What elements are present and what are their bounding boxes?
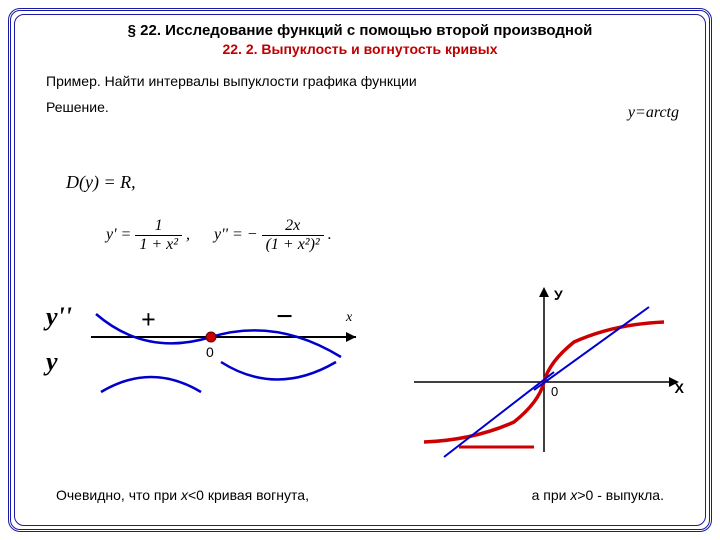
conc-left-text: Очевидно, что при bbox=[56, 487, 181, 503]
y-prime-lhs: y' = bbox=[106, 226, 131, 243]
critical-point bbox=[206, 332, 216, 342]
x-axis-label: Х bbox=[675, 380, 684, 396]
conc-left-x: x bbox=[181, 487, 188, 503]
tangent-left bbox=[444, 372, 554, 457]
comma: , bbox=[186, 226, 210, 243]
sign-line-svg bbox=[46, 302, 386, 412]
conclusion-left: Очевидно, что при x<0 кривая вогнута, bbox=[56, 487, 309, 503]
y-prime-den: 1 + x² bbox=[135, 236, 182, 254]
origin-label: 0 bbox=[551, 384, 558, 399]
content-area: § 22. Исследование функций с помощью вто… bbox=[26, 22, 694, 518]
example-line: Пример. Найти интервалы выпуклости графи… bbox=[46, 73, 694, 89]
conclusion-row: Очевидно, что при x<0 кривая вогнута, а … bbox=[56, 487, 664, 503]
example-text: Пример. Найти интервалы выпуклости графи… bbox=[46, 73, 417, 89]
curve-right-top bbox=[211, 330, 341, 357]
conc-right-text: а при bbox=[532, 487, 571, 503]
conc-left-rest: <0 кривая вогнута, bbox=[188, 487, 309, 503]
arctan-graph: У Х 0 bbox=[404, 282, 684, 462]
y-prime-frac: 1 1 + x² bbox=[135, 217, 182, 254]
arrow-head bbox=[346, 332, 356, 342]
solution-label: Решение. bbox=[46, 99, 694, 115]
equation-derivatives: y' = 1 1 + x² , y'' = − 2x (1 + x²)² . bbox=[106, 217, 332, 254]
y-double-prime-den: (1 + x²)² bbox=[262, 236, 324, 254]
y-axis-label: У bbox=[554, 287, 563, 303]
convex-arc-right bbox=[221, 362, 336, 380]
curve-left-top bbox=[96, 314, 211, 343]
conclusion-right: а при x>0 - выпукла. bbox=[532, 487, 664, 503]
equation-domain: D(y) = R, bbox=[66, 172, 136, 193]
y-double-prime-lhs: y'' = − bbox=[214, 226, 258, 243]
y-prime-num: 1 bbox=[135, 217, 182, 236]
graph-svg bbox=[404, 282, 684, 462]
equation-arctg: y=arctg bbox=[628, 104, 679, 122]
conc-right-rest: >0 - выпукла. bbox=[577, 487, 664, 503]
page-subtitle: 22. 2. Выпуклость и вогнутость кривых bbox=[26, 41, 694, 57]
y-double-prime-num: 2x bbox=[262, 217, 324, 236]
concave-arc-left bbox=[101, 377, 201, 392]
y-double-prime-frac: 2x (1 + x²)² bbox=[262, 217, 324, 254]
y-axis-arrow bbox=[539, 287, 549, 297]
tangent-right bbox=[534, 307, 649, 390]
sign-line-diagram: y'' y + − 0 x bbox=[46, 302, 386, 412]
page-title: § 22. Исследование функций с помощью вто… bbox=[26, 22, 694, 39]
period: . bbox=[328, 226, 332, 243]
